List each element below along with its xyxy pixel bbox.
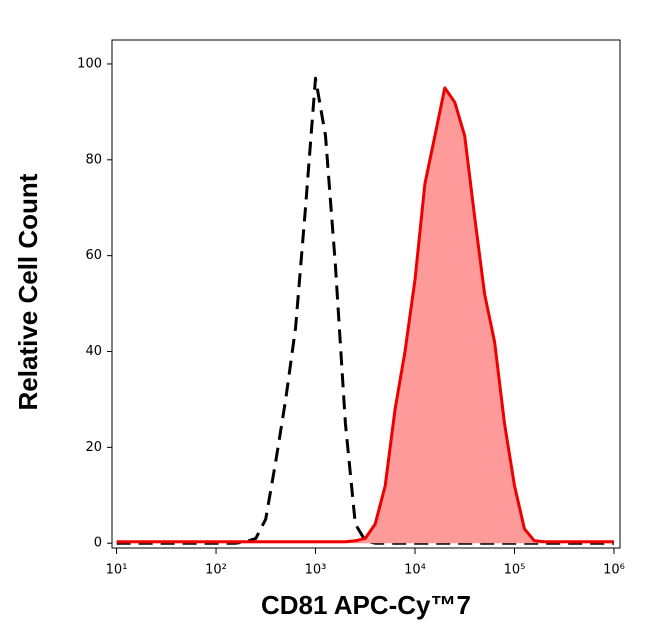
y-axis-title: Relative Cell Count bbox=[13, 173, 43, 410]
y-tick-label: 100 bbox=[77, 56, 102, 71]
x-tick-label: 10⁶ bbox=[603, 563, 625, 578]
x-tick-label: 10³ bbox=[305, 563, 327, 578]
line bbox=[116, 86, 614, 544]
x-tick-label: 10⁴ bbox=[404, 563, 426, 578]
y-tick-label: 60 bbox=[85, 248, 102, 263]
x-axis-title: CD81 APC-Cy™7 bbox=[261, 590, 471, 620]
area bbox=[116, 87, 614, 544]
x-tick-label: 10¹ bbox=[106, 563, 128, 578]
line bbox=[116, 76, 614, 545]
x-tick-label: 10⁵ bbox=[504, 563, 526, 578]
y-tick-label: 40 bbox=[85, 344, 102, 359]
x-tick-label: 10² bbox=[205, 563, 227, 578]
y-tick-label: 20 bbox=[85, 440, 102, 455]
y-tick-label: 80 bbox=[85, 152, 102, 167]
plot-frame bbox=[111, 39, 621, 549]
y-tick-label: 0 bbox=[94, 536, 102, 551]
